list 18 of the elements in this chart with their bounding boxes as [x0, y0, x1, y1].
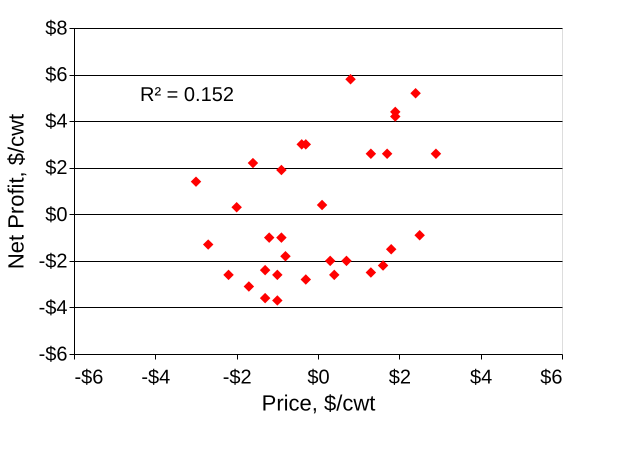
- y-tick-label: -$2: [38, 250, 68, 272]
- x-tick-label: $2: [388, 366, 411, 388]
- y-tick-label: -$4: [38, 296, 68, 319]
- x-tick-label: $0: [307, 366, 330, 388]
- y-tick-label: $0: [45, 204, 68, 226]
- y-tick-label: $4: [45, 110, 68, 133]
- y-tick-label: $2: [45, 157, 68, 180]
- y-tick-label: $6: [45, 64, 68, 86]
- x-tick-label: -$2: [222, 366, 252, 388]
- x-tick-label: $6: [540, 366, 562, 388]
- y-tick-label: $8: [45, 18, 68, 40]
- x-tick-label: $4: [470, 366, 492, 388]
- y-tick-label: -$6: [38, 344, 68, 366]
- x-tick-label: -$6: [74, 366, 104, 388]
- annotation: R² = 0.152: [140, 84, 234, 106]
- y-axis-title: Net Profit, $/cwt: [4, 114, 29, 270]
- x-axis-title: Price, $/cwt: [262, 390, 376, 416]
- x-tick-label: -$4: [141, 366, 170, 388]
